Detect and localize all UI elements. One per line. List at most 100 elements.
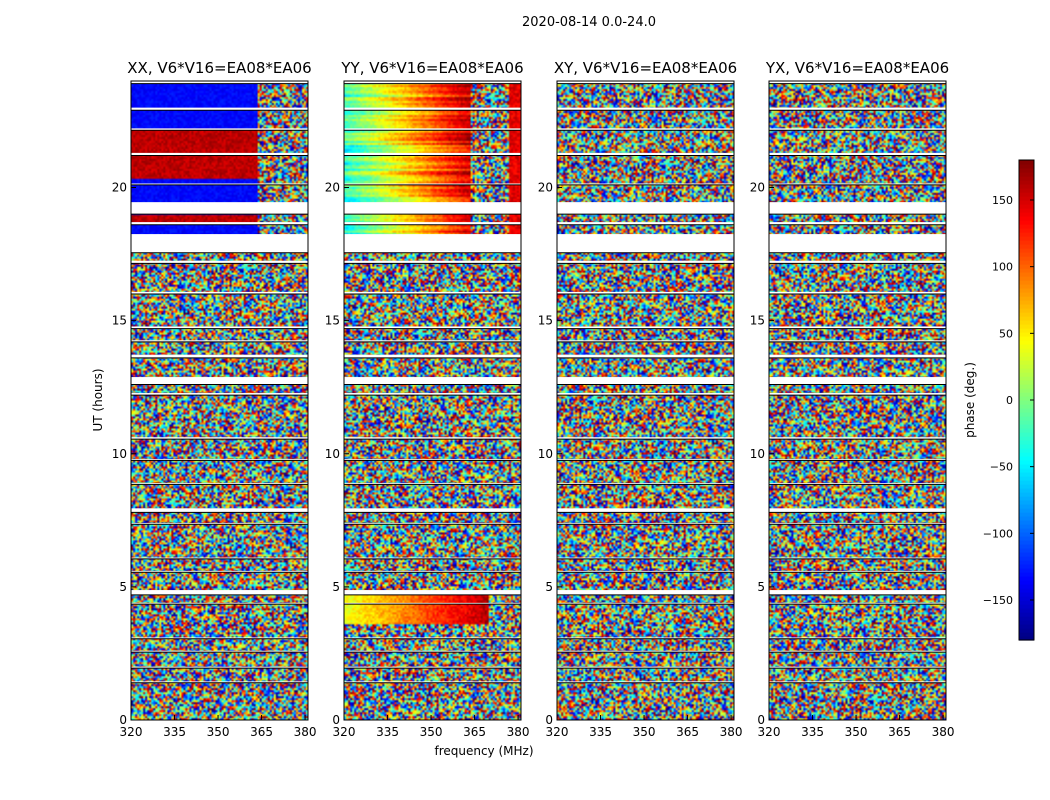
colorbar-segment (1019, 216, 1034, 221)
flagged-band (131, 570, 308, 573)
flagged-band (344, 354, 521, 358)
colorbar-tick-label: −50 (990, 461, 1013, 474)
flagged-band (557, 590, 734, 595)
panel-yx: YX, V6*V16=EA08*EA06 320 335 350 365 380 0 5 10 1… (750, 59, 955, 739)
flagged-band (131, 291, 308, 294)
flagged-band (769, 557, 946, 559)
x-tick-label: 380 (720, 725, 743, 739)
colorbar-segment (1019, 412, 1034, 417)
flagged-band (769, 354, 946, 358)
flagged-band (557, 152, 734, 156)
flagged-band (769, 459, 946, 461)
colorbar-segment (1019, 456, 1034, 461)
colorbar-segment (1019, 236, 1034, 241)
x-tick-label: 365 (676, 725, 699, 739)
y-tick-label: 15 (750, 314, 765, 328)
heatmap-image (769, 81, 946, 720)
flagged-band (344, 557, 521, 559)
colorbar-segment (1019, 380, 1034, 385)
flagged-band (769, 377, 946, 385)
colorbar-segment (1019, 460, 1034, 465)
flagged-band (769, 202, 946, 215)
colorbar-segment (1019, 292, 1034, 297)
colorbar-segment (1019, 416, 1034, 421)
colorbar-segment (1019, 328, 1034, 333)
flagged-band (131, 508, 308, 513)
colorbar-segment (1019, 180, 1034, 185)
colorbar-segment (1019, 476, 1034, 481)
colorbar-segment (1019, 184, 1034, 189)
y-axis-label: UT (hours) (91, 368, 105, 431)
colorbar-segment (1019, 560, 1034, 565)
colorbar-segment (1019, 512, 1034, 517)
flagged-band (344, 377, 521, 385)
panels-group: XX, V6*V16=EA08*EA06 320 335 350 365 380 0 5 10 1… (112, 59, 955, 739)
colorbar-segment (1019, 436, 1034, 441)
panel-title: XY, V6*V16=EA08*EA06 (554, 59, 737, 77)
colorbar-segment (1019, 452, 1034, 457)
colorbar-segment (1019, 488, 1034, 493)
flagged-band (557, 222, 734, 225)
flagged-band (131, 393, 308, 396)
flagged-band (131, 437, 308, 440)
flagged-band (769, 107, 946, 111)
colorbar-segment (1019, 632, 1034, 637)
colorbar-segment (1019, 504, 1034, 509)
colorbar-segment (1019, 288, 1034, 293)
colorbar-segment (1019, 220, 1034, 225)
flagged-band (557, 570, 734, 573)
colorbar-segment (1019, 324, 1034, 329)
colorbar-segment (1019, 260, 1034, 265)
flagged-band (769, 393, 946, 396)
colorbar-segment (1019, 388, 1034, 393)
colorbar-segment (1019, 600, 1034, 605)
flagged-band (131, 522, 308, 525)
colorbar-segment (1019, 484, 1034, 489)
colorbar-segment (1019, 352, 1034, 357)
colorbar-segment (1019, 604, 1034, 609)
colorbar-segment (1019, 532, 1034, 537)
colorbar-tick-label: 0 (1006, 394, 1013, 407)
flagged-band (344, 222, 521, 225)
flagged-band (769, 437, 946, 440)
colorbar-segment (1019, 376, 1034, 381)
colorbar-segment (1019, 568, 1034, 573)
colorbar-segment (1019, 368, 1034, 373)
y-tick-label: 0 (119, 713, 127, 727)
flagged-band (557, 260, 734, 264)
colorbar-segment (1019, 332, 1034, 337)
flagged-band (131, 459, 308, 461)
colorbar-segment (1019, 424, 1034, 429)
y-tick-label: 20 (112, 181, 127, 195)
flagged-band (344, 183, 521, 185)
colorbar-segment (1019, 444, 1034, 449)
colorbar-segment (1019, 296, 1034, 301)
panel-frame (343, 80, 522, 721)
heatmap-image (131, 81, 308, 720)
y-tick-label: 15 (325, 314, 340, 328)
x-tick-label: 335 (376, 725, 399, 739)
flagged-band (557, 666, 734, 669)
flagged-band (557, 393, 734, 396)
colorbar-segment (1019, 208, 1034, 213)
x-tick-label: 380 (932, 725, 955, 739)
colorbar: 150 100 50 0 −50 −100 −150 (983, 159, 1035, 641)
colorbar-segment (1019, 472, 1034, 477)
colorbar-segment (1019, 580, 1034, 585)
panel-frame (556, 80, 735, 721)
flagged-band (131, 637, 308, 639)
x-tick-label: 350 (845, 725, 868, 739)
flagged-band (557, 81, 734, 84)
colorbar-segment (1019, 492, 1034, 497)
flagged-band (344, 522, 521, 525)
y-tick-label: 0 (545, 713, 553, 727)
colorbar-segment (1019, 564, 1034, 569)
y-tick-label: 10 (325, 447, 340, 461)
x-tick-label: 365 (463, 725, 486, 739)
colorbar-segment (1019, 268, 1034, 273)
flagged-band (131, 326, 308, 329)
colorbar-segment (1019, 304, 1034, 309)
flagged-band (131, 590, 308, 595)
flagged-band (344, 393, 521, 396)
colorbar-segment (1019, 348, 1034, 353)
